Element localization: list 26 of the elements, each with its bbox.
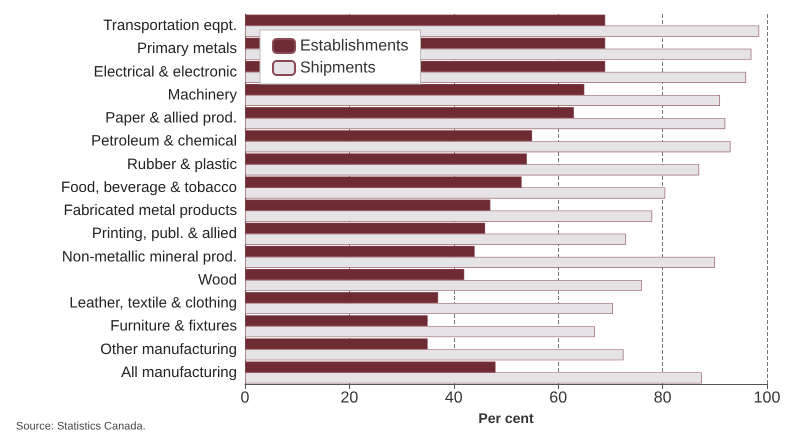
- y-tick-label: Electrical & electronic: [94, 63, 238, 80]
- y-tick-label: Furniture & fixtures: [110, 318, 237, 335]
- x-axis-title: Per cent: [478, 410, 534, 426]
- y-tick-label: Other manufacturing: [100, 340, 237, 358]
- y-tick-label: Fabricated metal products: [64, 202, 237, 220]
- y-tick-label: Rubber & plastic: [126, 156, 238, 173]
- y-tick-label: Wood: [198, 271, 237, 288]
- y-tick-label: Leather, textile & clothing: [69, 294, 237, 312]
- x-tick-label: 60: [549, 390, 568, 406]
- y-tick-label: Printing, publ. & allied: [92, 225, 237, 242]
- y-tick-label: Primary metals: [136, 40, 237, 58]
- y-tick-label: All manufacturing: [121, 364, 237, 381]
- x-tick-label: 40: [444, 390, 463, 406]
- y-tick-label: Food, beverage & tobacco: [61, 178, 237, 196]
- legend-label: Establishments: [300, 38, 408, 54]
- y-tick-label: Petroleum & chemical: [91, 132, 237, 150]
- y-tick-label: Machinery: [168, 86, 238, 104]
- x-tick-label: 0: [240, 390, 250, 406]
- source-note: Source: Statistics Canada.: [16, 420, 146, 432]
- legend-label: Shipments: [300, 60, 376, 76]
- x-tick-label: 80: [654, 390, 672, 406]
- y-tick-label: Non-metallic mineral prod.: [62, 248, 237, 266]
- y-tick-label: Transportation eqpt.: [103, 17, 237, 34]
- x-tick-label: 100: [754, 390, 780, 406]
- y-tick-label: Paper & allied prod.: [105, 110, 237, 127]
- x-tick-label: 20: [340, 390, 358, 406]
